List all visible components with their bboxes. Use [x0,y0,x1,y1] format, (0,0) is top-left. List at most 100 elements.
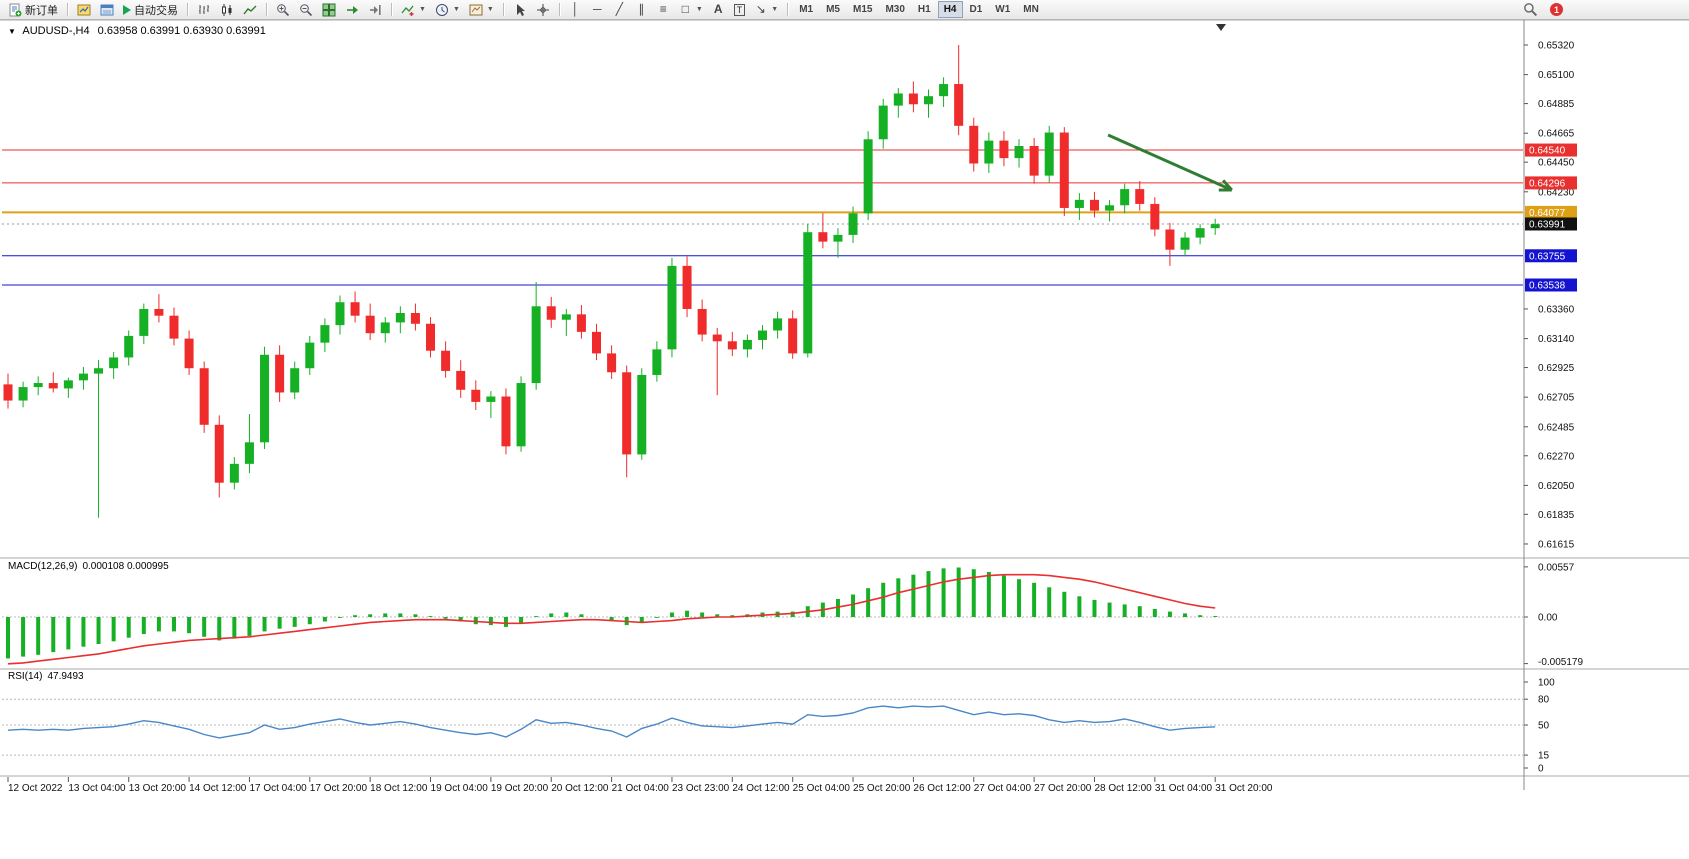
timeframe-d1-button[interactable]: D1 [969,4,983,15]
trendline-icon: ╱ [615,2,623,16]
candle-body [260,354,270,443]
price-axis-label: 0.64885 [1538,99,1575,110]
time-axis-label: 26 Oct 12:00 [913,783,971,794]
vertical-line-button[interactable]: │ [565,1,586,19]
templates-button[interactable]: ▼ [465,1,498,19]
candle-body [63,380,73,389]
candle-body [1120,189,1130,206]
timeframe-m30-button[interactable]: M30 [885,4,905,15]
notification-badge[interactable]: 1 [1550,3,1563,16]
macd-axis-label: -0.005179 [1538,657,1583,668]
candle-body [667,265,677,350]
chart-shift-button[interactable] [364,1,386,19]
chevron-down-icon: ▼ [486,6,494,13]
candle-body [305,342,315,369]
timeframe-m15-button[interactable]: M15 [853,4,873,15]
trend-arrow[interactable] [1107,133,1233,192]
timeframe-w1-button[interactable]: W1 [995,4,1011,15]
candle-body [1074,199,1084,208]
candle-body [1165,229,1175,250]
channel-button[interactable]: ∥ [631,1,652,19]
fibonacci-button[interactable]: ≡ [653,1,674,19]
support-line-2-tag [1525,278,1577,292]
scroll-to-end-icon[interactable] [1216,24,1226,31]
price-axis-label: 0.63140 [1538,334,1575,345]
timeframe-h4-button[interactable]: H4 [937,1,963,18]
horizontal-line-button[interactable]: ─ [587,1,608,19]
fibonacci-icon: ≡ [659,2,667,16]
arrows-button[interactable]: ↘ ▼ [750,1,782,19]
rsi-axis-label: 50 [1538,721,1550,732]
time-axis[interactable]: 12 Oct 2022 13 Oct 04:00 13 Oct 20:00 14 Oc… [7,777,1273,794]
macd-axis-label: 0.00557 [1538,562,1575,573]
candle-body [426,323,436,351]
zoom-in-icon [277,3,290,16]
candle-body [878,105,888,140]
candle-body [169,315,179,339]
cursor-icon [516,3,525,16]
rsi-indicator-label: RSI(14) 47.9493 [8,671,84,682]
auto-trading-button[interactable]: 自动交易 [119,1,182,19]
rsi-panel[interactable]: 100 80 50 15 0 [2,678,1555,775]
cursor-button[interactable] [509,1,531,19]
zoom-in-button[interactable] [272,1,294,19]
crosshair-button[interactable] [532,1,554,19]
candle-body [999,140,1009,159]
periods-button[interactable]: ▼ [431,1,464,19]
timeframe-h1-button[interactable]: H1 [917,4,931,15]
templates-icon [469,4,483,15]
price-axis[interactable]: 0.65320 0.65100 0.64885 0.64665 0.64450 0.642… [1524,41,1577,551]
time-axis-label: 13 Oct 04:00 [68,783,126,794]
timeframe-m1-button[interactable]: M1 [799,4,814,15]
time-axis-label: 14 Oct 12:00 [189,783,247,794]
tile-windows-button[interactable] [318,1,340,19]
trendline-button[interactable]: ╱ [609,1,630,19]
price-axis-label: 0.62485 [1538,422,1575,433]
line-chart-button[interactable] [239,1,261,19]
panel-frame [0,19,1689,790]
time-axis-label: 17 Oct 20:00 [310,783,368,794]
chart-background[interactable] [0,20,1689,859]
toolbar-separator [502,3,504,16]
new-order-button[interactable]: 新订单 [4,1,62,19]
clock-icon [435,3,448,16]
candle-body [290,368,300,393]
candle-body [561,314,571,320]
one-click-trading-toggle[interactable]: ▼ [8,27,16,36]
timeframe-m5-button[interactable]: M5 [826,4,840,15]
candle-body [441,350,451,371]
candle-body [652,349,662,375]
market-watch-button[interactable] [96,1,118,19]
text-label-button[interactable]: T [730,1,750,19]
candlestick-series [3,45,1220,518]
candle-body [592,331,602,354]
price-axis-label: 0.64665 [1538,129,1575,140]
candle-body [365,315,375,334]
shapes-button[interactable]: □ ▼ [675,1,707,19]
candle-body [803,232,813,354]
macd-panel[interactable]: 0.00557 0.00 -0.005179 [2,562,1583,668]
candle-body [501,396,511,447]
auto-scroll-button[interactable] [341,1,363,19]
new-order-label: 新订单 [25,4,58,17]
chart-shift-icon [370,4,381,15]
candle-body [320,325,330,343]
resistance-line-2-tag-label: 0.64296 [1529,178,1566,189]
indicators-button[interactable]: ▼ [397,1,430,19]
candlestick-chart-button[interactable] [216,1,238,19]
timeframe-mn-button[interactable]: MN [1023,4,1039,15]
candlestick-chart-icon [222,3,232,16]
price-axis-label: 0.62270 [1538,451,1575,462]
bar-chart-button[interactable] [193,1,215,19]
resistance-line-2-tag [1525,176,1577,190]
candle-body [139,308,149,336]
charts-button[interactable] [73,1,95,19]
time-axis-label: 31 Oct 20:00 [1215,783,1273,794]
search-button[interactable] [1519,1,1542,19]
rsi-title: RSI(14) [8,671,43,682]
candle-body [199,368,209,425]
text-button[interactable]: A [708,1,729,19]
zoom-out-button[interactable] [295,1,317,19]
indicators-icon [401,5,414,16]
